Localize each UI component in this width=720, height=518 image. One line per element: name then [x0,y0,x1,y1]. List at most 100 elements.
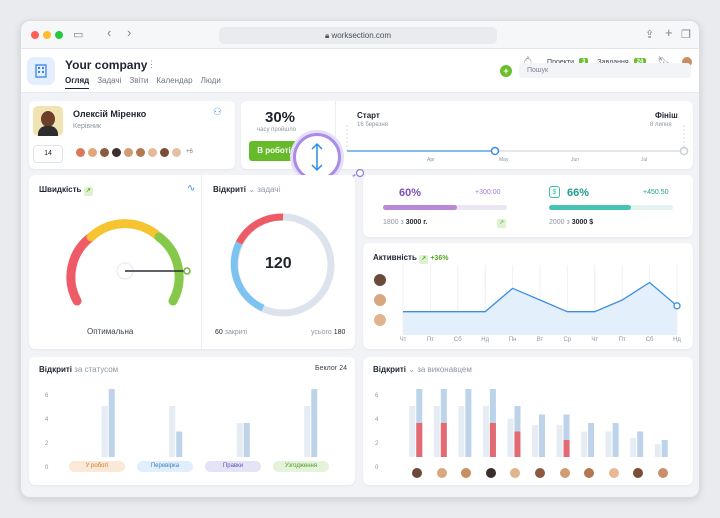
assignee-avatar[interactable] [607,467,620,479]
search-input[interactable]: Пошук [519,63,691,78]
tabs-overview-icon[interactable]: ❐ [681,29,691,41]
team-avatar[interactable] [87,147,98,158]
open-tasks-title[interactable]: Відкриті ⌄ задачі [213,185,281,194]
activity-avatar[interactable] [373,313,387,327]
bookmark-icon[interactable]: 🔖︎ [657,56,670,68]
assignee-avatar[interactable] [411,467,424,479]
more-options-icon[interactable]: ⋮ [147,59,156,69]
main-tabs: Огляд Задачі Звіти Календар Люди [65,76,221,89]
add-member-icon[interactable]: ⚇ [213,107,222,118]
profile-count: 14 [33,145,63,163]
profile-role: Керівник [73,123,101,130]
team-avatar[interactable] [171,147,182,158]
team-avatar[interactable] [159,147,170,158]
by-assignee-y-axis: 6 4 2 0 [375,385,395,475]
assignee-avatar[interactable] [460,467,473,479]
by-assignee-title[interactable]: Відкриті ⌄ за виконавцем [373,365,472,374]
activity-card: Активність ↗ +36% Чт Пт Сб Нд Пн Вт Ср Чт Пт Сб Нд [363,243,693,349]
bar [236,423,243,457]
bar [630,437,637,457]
share-icon[interactable]: ⇪ [645,29,655,41]
status-review-pill[interactable]: Перевірка [137,461,193,472]
timeline-month-apr: Apr [427,157,435,163]
minimize-window-button[interactable] [43,31,51,39]
forward-arrow-icon[interactable]: › [127,25,132,40]
y-tick-label: 4 [375,417,379,423]
assignee-avatar[interactable] [484,467,497,479]
card-divider [201,175,202,349]
tab-reports[interactable]: Звіти [129,76,149,85]
assignee-avatar[interactable] [534,467,546,479]
profile-name: Олексій Міренко [73,109,147,119]
speed-status: Оптимальна [87,327,134,336]
tab-calendar[interactable]: Календар [156,76,193,85]
close-window-button[interactable] [31,31,39,39]
activity-title: Активність ↗ +36% [373,253,449,264]
budget-left-bar [383,205,507,210]
tasks-link[interactable]: Завдання [597,58,629,66]
assignee-avatar[interactable] [435,467,448,479]
budget-left-percent: 60% [399,187,422,199]
bar [409,406,416,457]
status-edits-pill[interactable]: Правки [205,461,261,472]
total-count: усього 180 [311,329,346,336]
assignee-avatar[interactable] [509,467,522,479]
projects-link[interactable]: Проекти [547,58,574,66]
budget-left-link-icon[interactable]: ↗ [497,219,506,228]
assignee-avatar[interactable] [656,467,669,479]
status-in-progress-pill[interactable]: У роботі [69,461,125,472]
assignee-avatar[interactable] [558,467,571,479]
status-approval-pill[interactable]: Узгодження [273,461,329,472]
profile-photo[interactable] [33,106,63,136]
new-tab-icon[interactable]: + [665,25,673,40]
profile-card: Олексій Міренко Керівник ⚇ 14 +6 [29,101,235,169]
pulse-icon[interactable]: ∿ [187,183,196,194]
by-status-chart [101,389,318,457]
activity-day-label: Сб [645,337,654,343]
activity-avatars [373,273,387,327]
open-tasks-donut [230,213,335,317]
assignee-avatar[interactable] [632,467,645,479]
sidebar-toggle-icon[interactable]: ▭ [73,29,84,41]
company-logo[interactable] [27,57,55,85]
timeline-month-jun: Jun [571,157,580,163]
back-arrow-icon[interactable]: ‹ [107,25,112,40]
team-avatar[interactable] [147,147,158,158]
browser-window: ▭ ‹ › 🔒︎ worksection.com ⇪ + ❐ Your comp… [20,20,700,498]
team-avatar[interactable] [111,147,122,158]
y-tick-label: 4 [45,417,49,423]
assignee-avatar[interactable] [583,467,596,479]
activity-avatar[interactable] [373,273,387,287]
team-avatar[interactable] [99,147,110,158]
by-assignee-chart [409,389,668,457]
backlog-label[interactable]: Беклог 24 [315,365,347,372]
app-header: Your company ⋮ Огляд Задачі Звіти Календ… [21,49,699,93]
url-bar[interactable]: 🔒︎ worksection.com [219,27,497,44]
projects-count-badge: 3 [579,58,589,66]
by-status-title[interactable]: Відкриті за статусом [39,365,119,374]
bell-icon[interactable]: 🔔︎ [521,56,535,68]
add-button[interactable]: + [500,65,512,77]
status-in-progress-button[interactable]: В роботі [249,141,299,161]
y-tick-label: 0 [45,465,49,471]
budget-right-bar [549,205,673,210]
team-avatar[interactable] [123,147,134,158]
activity-avatar[interactable] [373,293,387,307]
timeline-track [346,125,689,156]
maximize-window-button[interactable] [55,31,63,39]
tasks-count-badge: 24 [633,58,647,66]
more-members[interactable]: +6 [186,149,193,155]
bar [539,414,545,457]
company-name[interactable]: Your company [65,58,148,72]
time-caption: часу пройшло [257,127,297,133]
team-avatar[interactable] [75,147,86,158]
finish-label: Фініш [655,111,678,120]
tab-overview[interactable]: Огляд [65,76,90,89]
activity-day-label: Нд [481,337,490,343]
activity-day-label: Пт [426,337,434,343]
team-avatar[interactable] [135,147,146,158]
bar [581,431,588,457]
tab-tasks[interactable]: Задачі [97,76,122,85]
tab-people[interactable]: Люди [200,76,221,85]
by-status-y-axis: 6 4 2 0 [45,385,65,475]
